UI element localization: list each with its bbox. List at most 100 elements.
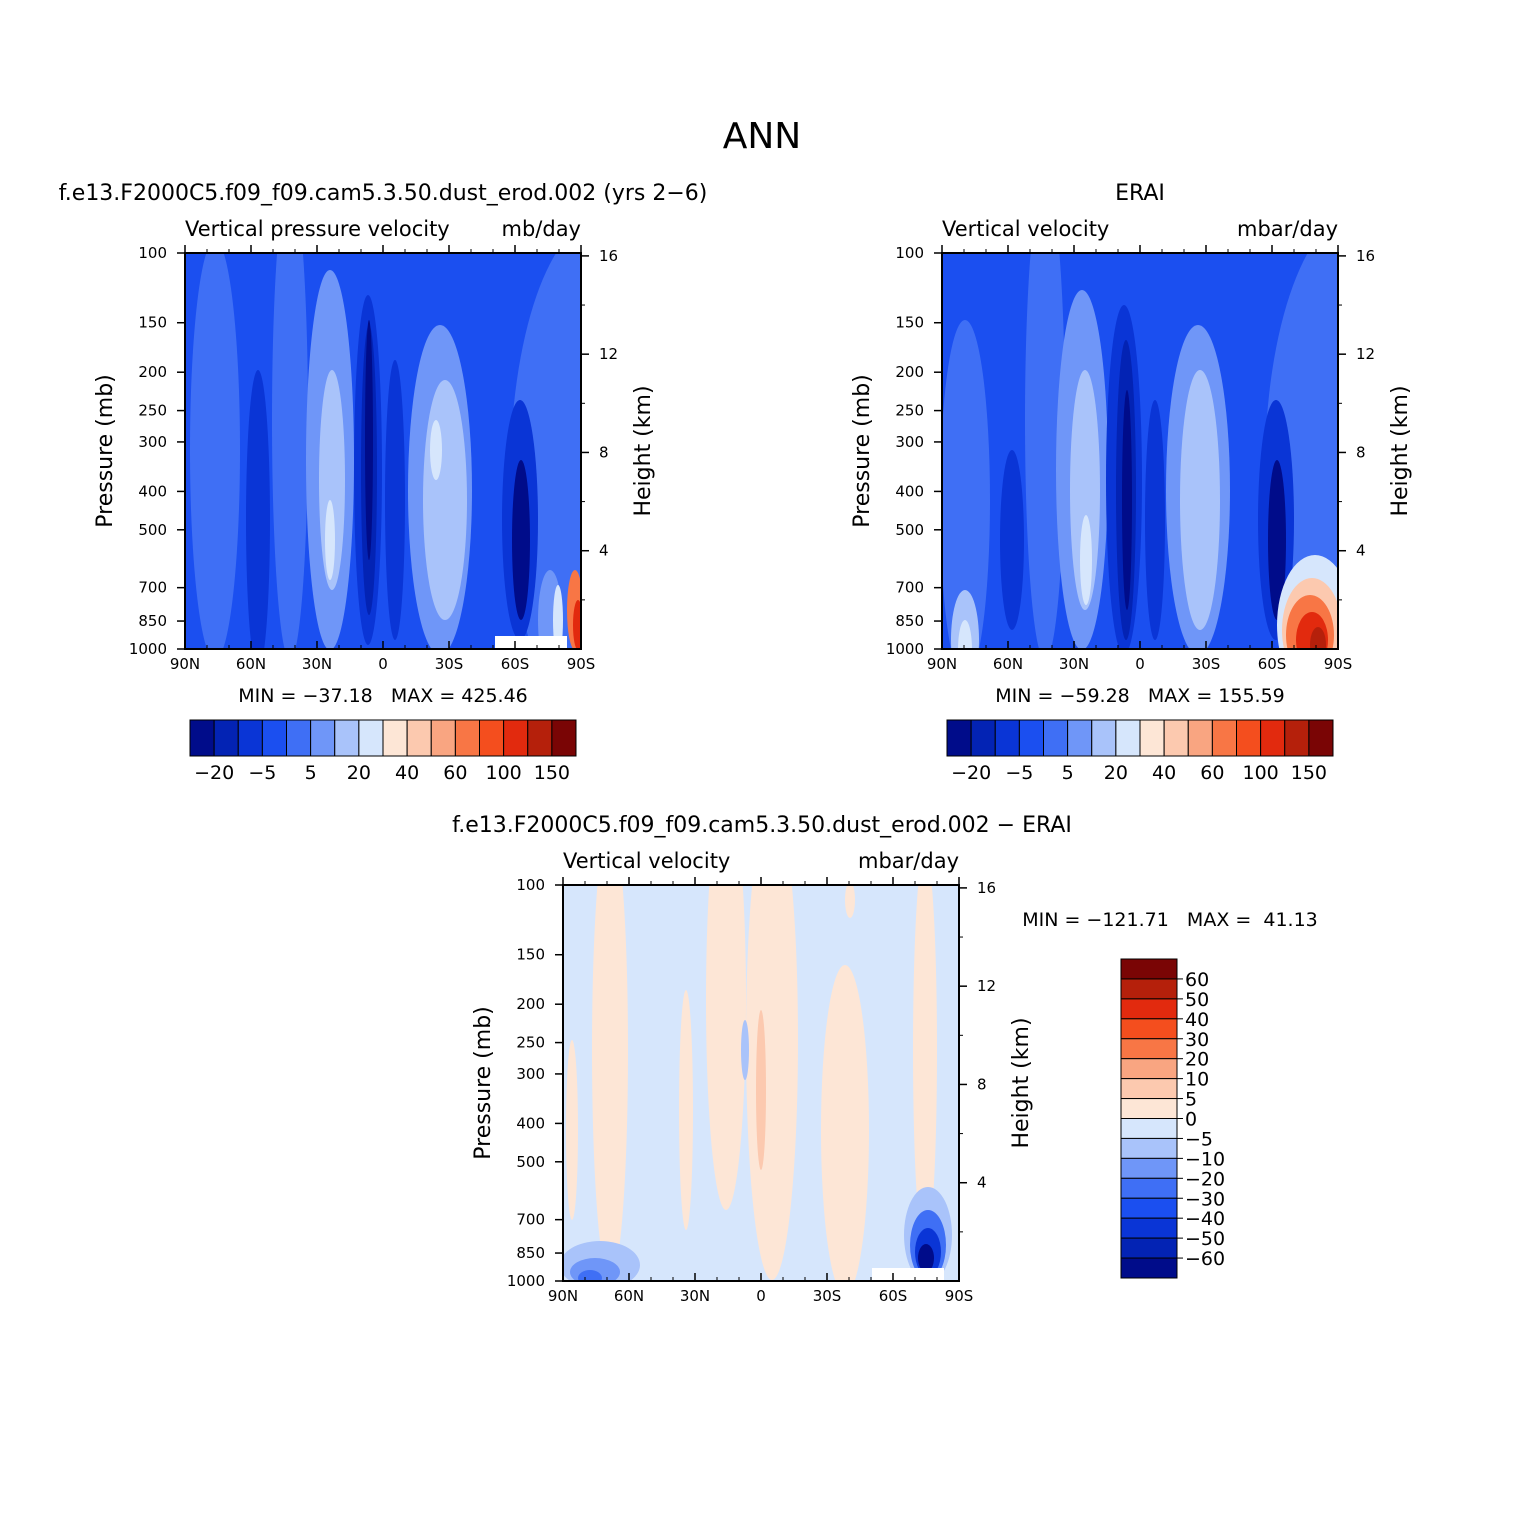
colorbar-swatch (1211, 719, 1237, 757)
colorbar-swatch (1115, 719, 1141, 757)
field-band (913, 885, 937, 1250)
colorbar-swatch (1091, 719, 1117, 757)
colorbar-swatch (503, 719, 529, 757)
colorbar-label: −20 (194, 762, 234, 784)
field-band (821, 965, 869, 1281)
colorbar-label: 20 (1185, 1049, 1209, 1071)
surface-mask (872, 1268, 944, 1281)
x-tick-label: 60S (1258, 655, 1287, 673)
field-band (385, 360, 405, 640)
y-tick-label: 100 (895, 244, 924, 262)
colorbar-swatch (406, 719, 432, 757)
colorbar-label: 60 (1200, 762, 1224, 784)
colorbar-swatch (1120, 978, 1178, 1000)
y-tick-label: 850 (895, 612, 924, 630)
colorbar-label: 5 (1185, 1089, 1197, 1111)
field-band (578, 1270, 602, 1281)
panel-diff-y2label: Height (km) (1009, 1017, 1034, 1148)
x-tick-label: 30N (1059, 655, 1089, 673)
colorbar-label: 40 (1185, 1009, 1209, 1031)
y-tick-label: 400 (895, 482, 924, 500)
colorbar-label: 150 (534, 762, 570, 784)
colorbar-label: −5 (248, 762, 276, 784)
y2-tick-label: 16 (599, 247, 618, 265)
colorbar-label: −40 (1185, 1208, 1225, 1230)
y-tick-label: 150 (516, 946, 545, 964)
field-band (592, 885, 628, 1280)
x-tick-label: 90N (170, 655, 200, 673)
colorbar-swatch (1120, 1237, 1178, 1259)
colorbar-swatch (946, 719, 972, 757)
panel-diff-field (563, 885, 959, 1281)
colorbar-swatch (189, 719, 215, 757)
field-band (1122, 390, 1132, 610)
field-band (741, 1020, 749, 1080)
x-tick-label: 0 (378, 655, 388, 673)
field-band (1180, 370, 1220, 630)
colorbar-swatch (1187, 719, 1213, 757)
x-tick-label: 30S (1192, 655, 1221, 673)
colorbar-label: 20 (347, 762, 371, 784)
colorbar-swatch (1120, 998, 1178, 1020)
panel-model-axes: 90N 60N 30N 0 30S 60S 90S 100 150 200 250 300 400 500… (129, 244, 618, 673)
panel-obs: ERAI Vertical velocity mbar/day (850, 181, 1413, 784)
y-tick-label: 1000 (886, 640, 924, 658)
x-tick-label: 60N (236, 655, 266, 673)
field-band (951, 590, 979, 649)
panel-diff-units: mbar/day (858, 849, 959, 873)
x-tick-label: 30N (680, 1287, 710, 1305)
field-band (1265, 253, 1338, 649)
colorbar-label: 20 (1104, 762, 1128, 784)
x-tick-label: 0 (1135, 655, 1145, 673)
colorbar-swatch (1163, 719, 1189, 757)
panel-diff-variable: Vertical velocity (563, 849, 730, 873)
y-tick-label: 250 (516, 1034, 545, 1052)
y-tick-label: 700 (138, 579, 167, 597)
x-tick-label: 90N (548, 1287, 578, 1305)
colorbar-swatch (1120, 1098, 1178, 1119)
field-band (1070, 370, 1100, 610)
panel-obs-colorbar: −20 −5 5 20 40 60 100 150 (946, 719, 1334, 784)
y2-tick-label: 12 (599, 345, 618, 363)
y2-tick-label: 8 (599, 443, 609, 461)
x-tick-label: 60S (501, 655, 530, 673)
field-band (566, 1040, 578, 1220)
colorbar-swatch (454, 719, 480, 757)
y-tick-label: 850 (516, 1244, 545, 1262)
field-band (706, 885, 746, 1210)
field-band (958, 620, 972, 649)
colorbar-swatch (286, 719, 312, 757)
y-tick-label: 150 (138, 314, 167, 332)
field-band (325, 500, 335, 580)
x-tick-label: 90N (927, 655, 957, 673)
colorbar-swatch (261, 719, 287, 757)
y-tick-label: 300 (138, 433, 167, 451)
surface-mask (495, 636, 567, 649)
panel-obs-units: mbar/day (1237, 217, 1338, 241)
y-tick-label: 1000 (507, 1272, 545, 1290)
colorbar-swatch (1120, 1078, 1178, 1100)
field-band (246, 370, 270, 649)
y-tick-label: 200 (895, 363, 924, 381)
colorbar-swatch (1043, 719, 1069, 757)
y2-tick-label: 16 (1356, 247, 1375, 265)
field-band (190, 253, 240, 649)
panel-model-title: f.e13.F2000C5.f09_f09.cam5.3.50.dust_ero… (59, 181, 708, 206)
field-band (1025, 253, 1065, 649)
y2-tick-label: 8 (977, 1075, 987, 1093)
y-tick-label: 250 (895, 402, 924, 420)
panel-model-field (185, 253, 581, 649)
colorbar-swatch (237, 719, 263, 757)
colorbar-label: 60 (443, 762, 467, 784)
panel-obs-stats: MIN = −59.28 MAX = 155.59 (995, 685, 1285, 707)
field-band (430, 420, 442, 480)
colorbar-swatch (1120, 1018, 1178, 1040)
colorbar-swatch (1120, 1038, 1178, 1060)
colorbar-label: 40 (395, 762, 419, 784)
panel-diff-title: f.e13.F2000C5.f09_f09.cam5.3.50.dust_ero… (452, 813, 1072, 838)
panel-obs-ylabel: Pressure (mb) (850, 374, 875, 528)
y-tick-label: 200 (516, 995, 545, 1013)
colorbar-label: 30 (1185, 1029, 1209, 1051)
field-band (512, 460, 530, 620)
